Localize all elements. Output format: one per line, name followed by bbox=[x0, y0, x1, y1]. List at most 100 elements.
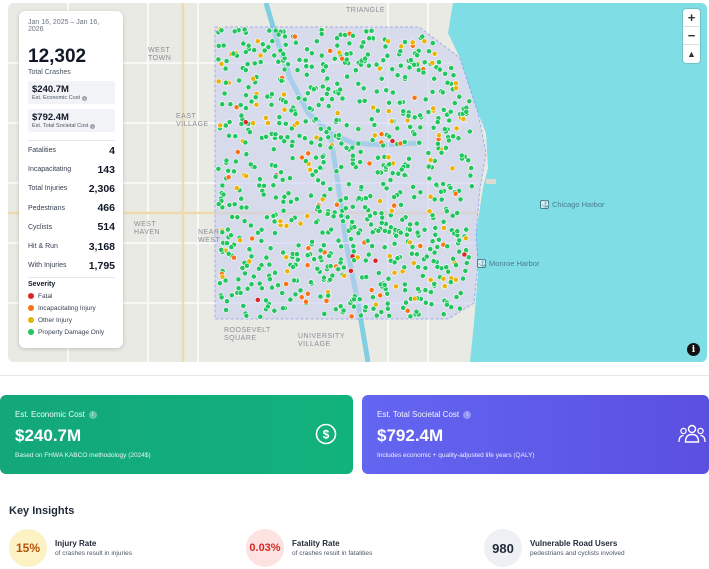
crash-point[interactable] bbox=[313, 154, 319, 161]
crash-point[interactable] bbox=[394, 72, 401, 79]
crash-point[interactable] bbox=[226, 119, 233, 125]
crash-point[interactable] bbox=[380, 142, 387, 149]
crash-point[interactable] bbox=[317, 247, 324, 254]
crash-point[interactable] bbox=[220, 191, 227, 198]
crash-point[interactable] bbox=[327, 144, 334, 151]
crash-point[interactable] bbox=[318, 31, 325, 37]
crash-point[interactable] bbox=[248, 281, 255, 288]
crash-point[interactable] bbox=[334, 110, 341, 116]
crash-point[interactable] bbox=[379, 214, 386, 221]
crash-point[interactable] bbox=[231, 168, 237, 175]
crash-point[interactable] bbox=[317, 142, 324, 149]
crash-point[interactable] bbox=[336, 49, 343, 56]
crash-point[interactable] bbox=[301, 135, 308, 142]
crash-point[interactable] bbox=[315, 102, 322, 108]
crash-point[interactable] bbox=[356, 98, 363, 105]
crash-point[interactable] bbox=[288, 125, 295, 132]
crash-point[interactable] bbox=[453, 294, 460, 300]
crash-point[interactable] bbox=[280, 91, 287, 98]
crash-point[interactable] bbox=[306, 105, 313, 112]
crash-point[interactable] bbox=[317, 126, 324, 132]
crash-point[interactable] bbox=[415, 286, 421, 292]
crash-point[interactable] bbox=[302, 118, 309, 125]
crash-point[interactable] bbox=[423, 253, 430, 260]
crash-point[interactable] bbox=[406, 226, 413, 233]
crash-point[interactable] bbox=[456, 93, 463, 100]
crash-point[interactable] bbox=[287, 198, 294, 205]
crash-point[interactable] bbox=[448, 65, 455, 71]
crash-point[interactable] bbox=[439, 89, 446, 96]
crash-point[interactable] bbox=[429, 212, 436, 219]
crash-point[interactable] bbox=[223, 157, 230, 164]
crash-point[interactable] bbox=[362, 55, 368, 62]
crash-point[interactable] bbox=[407, 239, 413, 246]
crash-point[interactable] bbox=[288, 142, 295, 149]
crash-point[interactable] bbox=[443, 301, 450, 308]
crash-point[interactable] bbox=[341, 272, 348, 279]
crash-point[interactable] bbox=[229, 213, 235, 220]
crash-point[interactable] bbox=[279, 305, 286, 312]
crash-point[interactable] bbox=[401, 281, 408, 288]
crash-point[interactable] bbox=[335, 237, 342, 244]
crash-point[interactable] bbox=[453, 262, 459, 268]
crash-point[interactable] bbox=[449, 212, 456, 219]
crash-point[interactable] bbox=[261, 182, 267, 189]
crash-point[interactable] bbox=[224, 298, 230, 305]
crash-point[interactable] bbox=[334, 35, 340, 41]
crash-point[interactable] bbox=[223, 58, 230, 64]
info-icon[interactable]: i bbox=[90, 123, 96, 129]
crash-point[interactable] bbox=[409, 244, 416, 250]
crash-point[interactable] bbox=[434, 244, 441, 250]
crash-point[interactable] bbox=[263, 214, 270, 221]
crash-point[interactable] bbox=[297, 220, 304, 227]
crash-point[interactable] bbox=[219, 204, 226, 211]
crash-point[interactable] bbox=[231, 254, 237, 261]
crash-point[interactable] bbox=[307, 279, 314, 286]
crash-point[interactable] bbox=[308, 50, 315, 57]
crash-point[interactable] bbox=[465, 157, 472, 164]
crash-point[interactable] bbox=[466, 128, 473, 135]
crash-point[interactable] bbox=[380, 181, 387, 187]
crash-point[interactable] bbox=[216, 280, 223, 287]
crash-point[interactable] bbox=[369, 137, 376, 143]
crash-point[interactable] bbox=[414, 229, 421, 236]
crash-point[interactable] bbox=[458, 152, 465, 159]
crash-point[interactable] bbox=[463, 108, 470, 115]
crash-point[interactable] bbox=[325, 86, 332, 92]
crash-point[interactable] bbox=[224, 240, 230, 246]
crash-point[interactable] bbox=[222, 277, 229, 284]
crash-point[interactable] bbox=[243, 105, 249, 111]
crash-point[interactable] bbox=[429, 60, 436, 66]
crash-point[interactable] bbox=[446, 117, 453, 124]
crash-point[interactable] bbox=[265, 120, 271, 126]
crash-point[interactable] bbox=[407, 124, 413, 130]
crash-point[interactable] bbox=[225, 167, 232, 174]
crash-point[interactable] bbox=[351, 296, 357, 303]
crash-point[interactable] bbox=[248, 253, 255, 260]
crash-point[interactable] bbox=[393, 232, 400, 239]
crash-point[interactable] bbox=[317, 293, 324, 300]
crash-point[interactable] bbox=[298, 294, 305, 301]
crash-point[interactable] bbox=[322, 63, 329, 70]
crash-point[interactable] bbox=[336, 132, 342, 138]
crash-point[interactable] bbox=[398, 43, 405, 50]
crash-point[interactable] bbox=[358, 43, 365, 50]
crash-point[interactable] bbox=[443, 208, 450, 215]
crash-point[interactable] bbox=[317, 254, 324, 261]
crash-point[interactable] bbox=[293, 196, 300, 202]
crash-point[interactable] bbox=[233, 185, 240, 191]
crash-point[interactable] bbox=[361, 98, 368, 104]
crash-point[interactable] bbox=[460, 116, 467, 122]
crash-point[interactable] bbox=[397, 62, 404, 69]
crash-point[interactable] bbox=[373, 88, 380, 95]
crash-point[interactable] bbox=[425, 150, 432, 156]
crash-point[interactable] bbox=[452, 190, 459, 197]
crash-point[interactable] bbox=[438, 149, 445, 156]
crash-point[interactable] bbox=[269, 284, 275, 291]
crash-point[interactable] bbox=[452, 276, 459, 283]
crash-point[interactable] bbox=[340, 218, 346, 225]
crash-point[interactable] bbox=[325, 103, 332, 109]
crash-point[interactable] bbox=[276, 120, 283, 126]
crash-point[interactable] bbox=[304, 290, 311, 297]
crash-point[interactable] bbox=[389, 66, 396, 73]
